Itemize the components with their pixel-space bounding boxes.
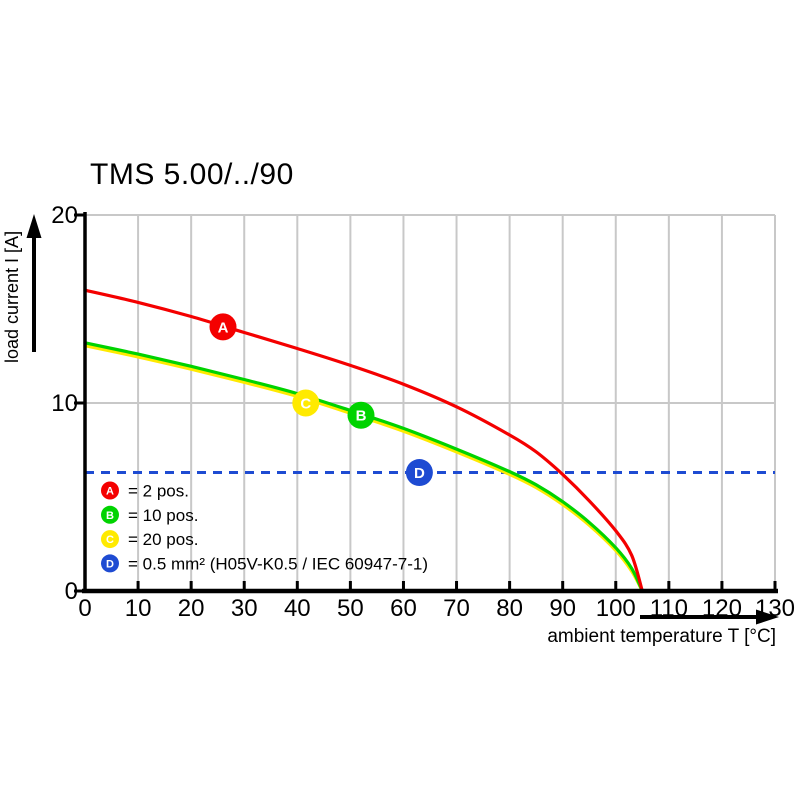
marker-C <box>292 389 320 417</box>
x-tick-label-70: 70 <box>443 595 470 622</box>
legend-label-A: = 2 pos. <box>128 482 189 501</box>
chart-title: TMS 5.00/../90 <box>90 158 294 191</box>
x-tick-label-50: 50 <box>337 595 364 622</box>
x-tick-label-10: 10 <box>125 595 152 622</box>
x-tick-label-80: 80 <box>496 595 523 622</box>
x-tick-label-40: 40 <box>284 595 311 622</box>
legend-letter-C: C <box>106 534 114 546</box>
curve-B <box>83 341 644 593</box>
legend-letter-D: D <box>106 558 114 570</box>
legend-bullet-A <box>101 481 119 500</box>
x-tick-label-20: 20 <box>178 595 205 622</box>
x-tick-label-90: 90 <box>549 595 576 622</box>
marker-B <box>347 401 375 429</box>
marker-letter-B: B <box>356 408 367 425</box>
y-tick-label-10: 10 <box>51 390 78 417</box>
y-tick-label-0: 0 <box>65 578 78 605</box>
curve-A <box>83 288 644 593</box>
y-tick-label-20: 20 <box>51 202 78 229</box>
x-tick-label-0: 0 <box>78 595 91 622</box>
legend-letter-A: A <box>106 486 114 498</box>
x-tick-label-60: 60 <box>390 595 417 622</box>
marker-letter-A: A <box>218 319 229 336</box>
marker-letter-D: D <box>414 465 425 482</box>
marker-D <box>405 459 433 487</box>
marker-letter-C: C <box>300 396 311 413</box>
x-tick-label-30: 30 <box>231 595 258 622</box>
y-arrow-head-icon <box>26 214 42 238</box>
legend-bullet-D <box>101 554 119 573</box>
x-axis-label: ambient temperature T [°C] <box>547 626 776 647</box>
legend-bullet-C <box>101 530 119 549</box>
curve-C <box>83 344 644 593</box>
x-arrow-head-icon <box>756 609 779 625</box>
x-tick-label-100: 100 <box>596 595 636 622</box>
legend-label-C: = 20 pos. <box>128 530 198 549</box>
marker-A <box>209 313 237 341</box>
legend-bullet-B <box>101 505 119 524</box>
legend-label-B: = 10 pos. <box>128 506 198 525</box>
legend-label-D: = 0.5 mm² (H05V-K0.5 / IEC 60947-7-1) <box>128 554 428 573</box>
legend-letter-B: B <box>106 510 114 522</box>
